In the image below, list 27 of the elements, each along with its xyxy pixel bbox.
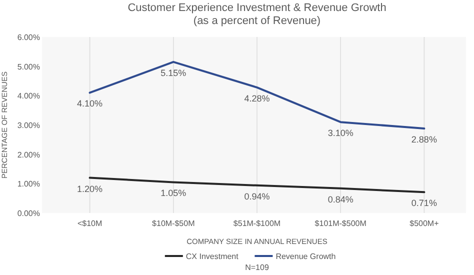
- data-label: 1.05%: [160, 188, 186, 198]
- data-label: 4.10%: [77, 98, 103, 109]
- chart-subtitle: (as a percent of Revenue): [193, 15, 321, 27]
- x-tick-label: $10M-$50M: [152, 219, 196, 228]
- y-tick-label: 1.00%: [17, 180, 40, 189]
- data-label: 4.28%: [244, 93, 270, 104]
- legend-label: CX Investment: [186, 252, 240, 261]
- x-tick-label: $500M+: [410, 219, 440, 228]
- data-label: 1.20%: [77, 184, 103, 194]
- y-tick-label: 0.00%: [17, 209, 40, 218]
- y-tick-label: 2.00%: [17, 150, 40, 160]
- x-tick-label: $101M-$500M: [314, 219, 367, 228]
- data-label: 2.88%: [411, 134, 437, 145]
- data-label: 0.94%: [244, 191, 270, 202]
- y-tick-label: 4.00%: [17, 92, 40, 101]
- chart-title: Customer Experience Investment & Revenue Growth: [128, 2, 386, 14]
- data-label: 0.84%: [328, 194, 354, 204]
- x-tick-label: <$10M: [77, 219, 102, 228]
- y-tick-label: 6.00%: [17, 33, 40, 42]
- data-label: 5.15%: [160, 68, 186, 78]
- y-tick-label: 5.00%: [17, 62, 40, 72]
- legend-label: Revenue Growth: [276, 252, 336, 261]
- y-tick-label: 3.00%: [17, 121, 40, 130]
- data-label: 3.10%: [328, 128, 354, 138]
- data-label: 0.71%: [411, 198, 437, 208]
- text: N=109: [245, 263, 270, 272]
- x-tick-label: $51M-$100M: [233, 219, 281, 228]
